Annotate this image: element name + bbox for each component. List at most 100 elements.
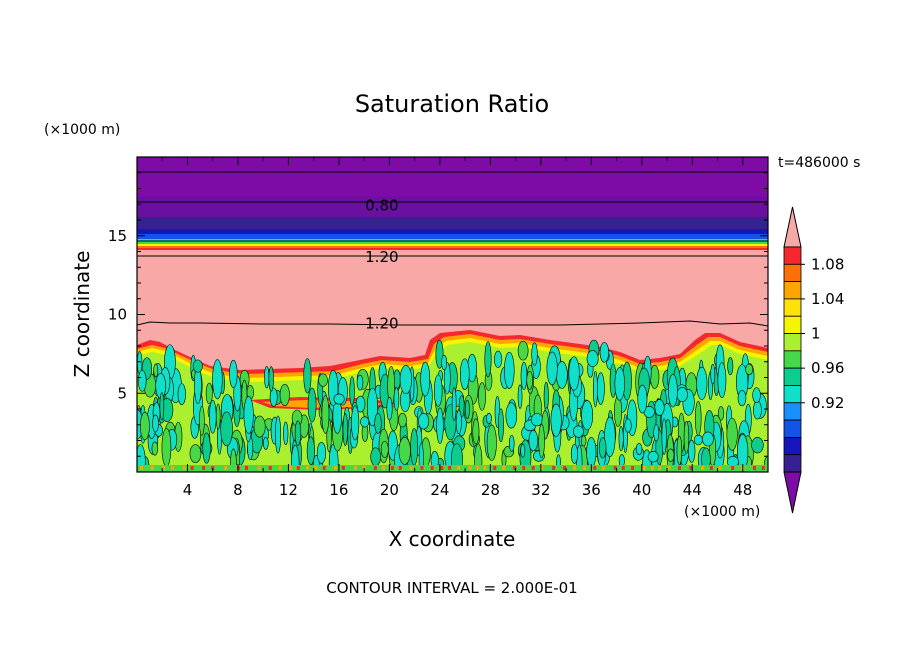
streak — [484, 341, 492, 378]
x-tick-label: 16 — [329, 481, 348, 499]
streak — [497, 408, 504, 443]
colorbar-label: 0.92 — [811, 394, 844, 412]
streak — [374, 413, 382, 434]
streak — [637, 384, 648, 414]
colorbar-top-arrow — [783, 206, 802, 248]
contour-labels: 0.80 1.20 1.20 — [365, 196, 398, 332]
surface-dot — [522, 466, 526, 470]
streak — [505, 402, 518, 429]
surface-dot — [289, 466, 293, 470]
band-indigo — [137, 217, 768, 229]
contour-line-120-lower — [137, 320, 768, 327]
streak — [140, 411, 150, 441]
streak — [520, 443, 526, 458]
streak — [486, 424, 497, 462]
surface-strip — [137, 465, 768, 472]
surface-dot — [171, 466, 175, 470]
colorbar-swatch — [783, 263, 802, 283]
surface-dot — [150, 466, 154, 470]
x-tick-label: 44 — [683, 481, 702, 499]
colorbar-swatch — [783, 333, 802, 352]
streak — [696, 366, 708, 401]
streak — [205, 382, 213, 405]
surface-dot — [182, 466, 186, 470]
y-axis-label: Z coordinate — [70, 251, 94, 378]
streak — [153, 363, 159, 378]
streak — [209, 399, 217, 434]
streak — [393, 387, 400, 411]
contour-label: 1.20 — [365, 248, 398, 266]
streak — [342, 413, 348, 447]
colorbar-swatch — [783, 298, 802, 317]
streak — [264, 365, 270, 389]
streak — [550, 403, 562, 437]
streak — [229, 359, 238, 388]
surface-dot — [430, 466, 434, 470]
surface-dot — [278, 466, 282, 470]
chart-title: Saturation Ratio — [355, 90, 549, 118]
streak — [647, 451, 659, 463]
streak — [650, 364, 660, 389]
surface-dot — [658, 466, 662, 470]
streak — [220, 411, 233, 447]
streak — [531, 342, 538, 366]
streak — [161, 428, 172, 467]
surface-dot — [631, 466, 635, 470]
streak — [598, 437, 607, 459]
streak — [596, 372, 605, 405]
streak — [474, 443, 483, 472]
surface-dot — [493, 466, 497, 470]
streak — [570, 444, 579, 464]
streak — [268, 366, 274, 392]
colorbar-label: 1.04 — [811, 290, 844, 308]
streak — [526, 371, 534, 390]
streak — [230, 448, 237, 472]
streak — [676, 387, 688, 402]
streak — [398, 436, 411, 465]
surface-dot — [552, 466, 556, 470]
x-tick-label: 4 — [183, 481, 193, 499]
colorbar-swatch — [783, 402, 802, 421]
streak — [751, 437, 764, 454]
streak — [356, 374, 364, 391]
streak — [189, 444, 202, 464]
surface-dot — [709, 466, 713, 470]
colorbar-bottom-arrow — [783, 471, 802, 514]
colorbar-label: 1.08 — [811, 255, 844, 273]
streak — [517, 384, 523, 409]
streak — [593, 370, 598, 408]
surface-dot — [483, 466, 487, 470]
band-blue — [137, 234, 768, 239]
streak — [661, 418, 667, 455]
streak — [316, 442, 327, 464]
surface-dot — [382, 466, 386, 470]
surface-dot — [354, 466, 358, 470]
y-tick-label: 15 — [108, 227, 127, 245]
streak — [531, 413, 544, 427]
streak — [399, 365, 413, 395]
streak — [441, 354, 448, 371]
surface-dot — [621, 466, 625, 470]
streak — [668, 374, 678, 408]
streak — [752, 400, 762, 420]
streak — [581, 400, 594, 431]
streak — [614, 367, 625, 401]
surface-dot — [390, 466, 394, 470]
streak — [443, 362, 451, 395]
surface-dot — [468, 466, 472, 470]
surface-dot — [613, 466, 617, 470]
surface-dot — [190, 466, 194, 470]
surface-dot — [642, 466, 646, 470]
x-tick-label: 24 — [430, 481, 449, 499]
surface-dot — [202, 466, 206, 470]
streak — [199, 405, 205, 436]
x-tick-label: 28 — [481, 481, 500, 499]
streak — [745, 363, 754, 376]
colorbar-label: 1 — [811, 325, 821, 343]
surface-dot — [333, 466, 337, 470]
streak — [159, 392, 165, 421]
x-tick-label: 8 — [233, 481, 243, 499]
streak — [253, 415, 266, 438]
streak — [306, 436, 315, 465]
streak — [702, 431, 714, 447]
